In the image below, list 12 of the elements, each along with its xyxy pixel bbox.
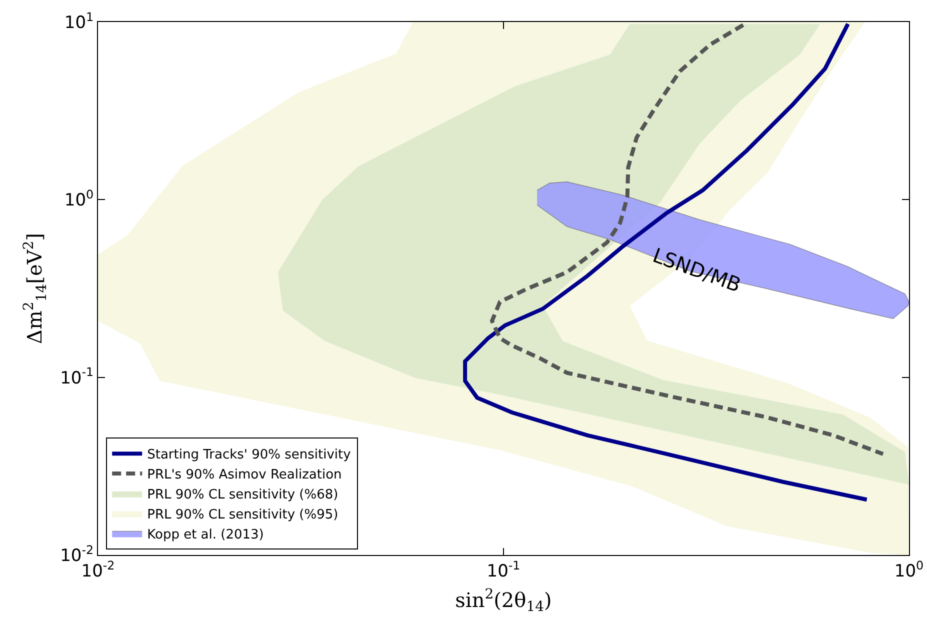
- legend-label: Kopp et al. (2013): [147, 527, 264, 542]
- x-axis-title: sin$^{2}$(2θ$_{14}$): [455, 586, 552, 616]
- x-tick-label: 10$^{-2}$: [81, 558, 115, 582]
- x-tick-label: 10$^{-1}$: [486, 558, 520, 582]
- legend-label: PRL 90% CL sensitivity (%68): [147, 487, 338, 502]
- x-tick-label: 10$^{0}$: [894, 558, 924, 582]
- y-tick-label: 10$^{-1}$: [60, 365, 94, 388]
- legend-label: Starting Tracks' 90% sensitivity: [147, 448, 352, 463]
- y-tick-label: 10$^{1}$: [64, 10, 94, 33]
- legend-label: PRL 90% CL sensitivity (%95): [147, 507, 338, 522]
- legend-label: PRL's 90% Asimov Realization: [147, 468, 342, 483]
- y-tick-label: 10$^{0}$: [64, 187, 94, 211]
